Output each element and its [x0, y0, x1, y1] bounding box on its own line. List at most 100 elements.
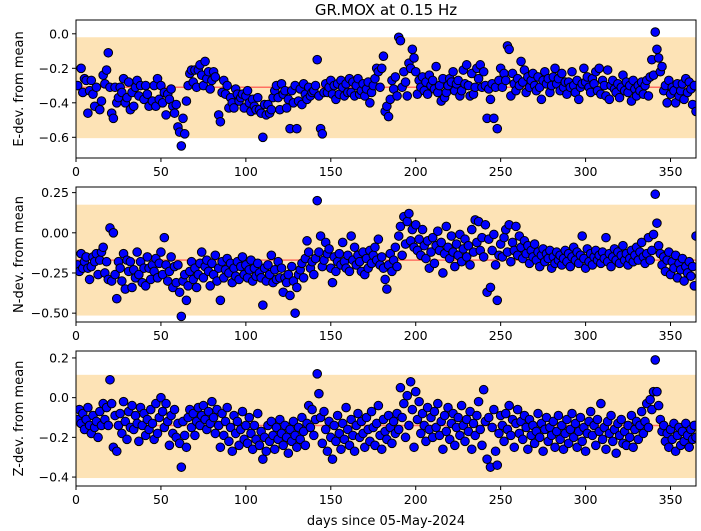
north-data-point	[312, 195, 323, 206]
north-data-point	[480, 219, 491, 230]
vertical-data-point	[151, 398, 161, 409]
vertical-data-point	[553, 410, 564, 421]
north-data-point	[652, 218, 662, 228]
north-data-point	[334, 248, 345, 259]
north-data-point	[410, 219, 421, 230]
vertical-data-point	[395, 382, 406, 393]
vertical-data-point	[225, 422, 236, 433]
vertical-data-point	[689, 420, 696, 431]
east-data-point	[171, 99, 182, 110]
vertical-data-point	[254, 440, 265, 451]
north-data-point	[111, 293, 122, 304]
east-data-point	[229, 103, 239, 113]
vertical-data-point	[597, 434, 608, 445]
east-data-point	[200, 56, 210, 67]
vertical-data-point	[342, 424, 353, 435]
vertical-data-point	[650, 355, 661, 365]
vertical-data-point	[353, 408, 363, 419]
north-data-point	[438, 268, 448, 278]
vertical-data-point	[332, 410, 343, 421]
vertical-data-point	[575, 412, 586, 423]
east-data-point	[375, 82, 385, 93]
north-data-point	[263, 260, 273, 270]
north-y-tick-label: 0.25	[41, 185, 69, 200]
vertical-data-point	[570, 418, 581, 429]
vertical-data-point	[220, 416, 231, 427]
vertical-data-point	[349, 446, 360, 457]
vertical-data-point	[606, 410, 616, 421]
vertical-data-point	[470, 430, 480, 441]
vertical-y-tick-label: 0.2	[49, 350, 69, 365]
east-y-axis-title: E-dev. from mean	[12, 31, 27, 146]
vertical-data-point	[504, 400, 514, 411]
east-data-point	[94, 104, 105, 115]
vertical-data-point	[169, 404, 180, 415]
vertical-y-tick-label: −0.4	[39, 470, 69, 485]
north-data-point	[127, 282, 137, 293]
north-data-point	[125, 256, 136, 267]
north-data-point	[487, 245, 497, 256]
east-data-point	[378, 51, 389, 62]
east-data-point	[390, 72, 401, 82]
north-data-point	[210, 250, 221, 261]
east-data-point	[181, 96, 192, 106]
north-data-point	[645, 255, 655, 265]
vertical-data-point	[412, 414, 423, 425]
east-x-tick-label: 250	[489, 164, 513, 179]
vertical-data-point	[607, 436, 618, 447]
east-data-point	[210, 72, 221, 82]
east-data-point	[431, 61, 441, 72]
vertical-data-point	[329, 420, 339, 431]
vertical-data-point	[103, 420, 114, 431]
east-data-point	[573, 94, 584, 105]
vertical-data-point	[489, 404, 499, 415]
east-data-point	[407, 44, 418, 55]
vertical-data-point	[558, 444, 569, 455]
vertical-x-tick-label: 0	[72, 492, 80, 507]
north-data-point	[237, 252, 248, 262]
vertical-data-point	[517, 434, 528, 445]
north-data-point	[134, 269, 144, 280]
vertical-data-point	[307, 404, 317, 415]
vertical-data-point	[309, 430, 319, 441]
vertical-data-point	[628, 442, 638, 453]
vertical-data-point	[449, 440, 460, 451]
north-data-point	[689, 281, 696, 291]
east-y-tick-label: −0.6	[39, 130, 69, 145]
vertical-data-point	[210, 428, 221, 439]
vertical-data-point	[429, 406, 440, 417]
vertical-data-point	[83, 402, 93, 413]
vertical-data-point	[601, 444, 611, 455]
vertical-data-point	[494, 428, 504, 439]
panel-north: −0.50 −0.25 0.00 0.25 0 50 100 150 200 250 300 350 N…	[12, 185, 697, 343]
vertical-data-point	[475, 424, 486, 435]
north-data-point	[402, 216, 413, 227]
north-data-point	[650, 189, 661, 200]
north-data-point	[315, 231, 326, 241]
vertical-data-point	[439, 410, 450, 421]
north-data-point	[207, 258, 217, 269]
north-y-tick-label: 0.00	[41, 225, 69, 240]
north-data-point	[266, 250, 277, 261]
vertical-data-point	[455, 430, 465, 441]
vertical-data-point	[147, 418, 158, 429]
vertical-data-point	[585, 406, 596, 417]
vertical-plot-area	[76, 355, 696, 479]
vertical-x-tick-label: 50	[153, 492, 169, 507]
vertical-data-point	[376, 444, 387, 455]
east-data-point	[500, 75, 511, 86]
north-data-point	[382, 284, 392, 294]
vertical-data-point	[145, 404, 156, 415]
vertical-data-point	[359, 442, 370, 453]
vertical-data-point	[105, 374, 115, 385]
vertical-data-point	[626, 410, 637, 421]
north-data-point	[404, 208, 414, 219]
east-plot-area	[76, 27, 696, 151]
vertical-data-point	[337, 418, 348, 429]
east-data-point	[266, 104, 277, 115]
vertical-data-point	[93, 432, 103, 443]
north-data-point	[397, 250, 407, 261]
vertical-data-point	[404, 420, 414, 431]
east-x-tick-label: 100	[234, 164, 258, 179]
east-data-point	[448, 66, 458, 77]
